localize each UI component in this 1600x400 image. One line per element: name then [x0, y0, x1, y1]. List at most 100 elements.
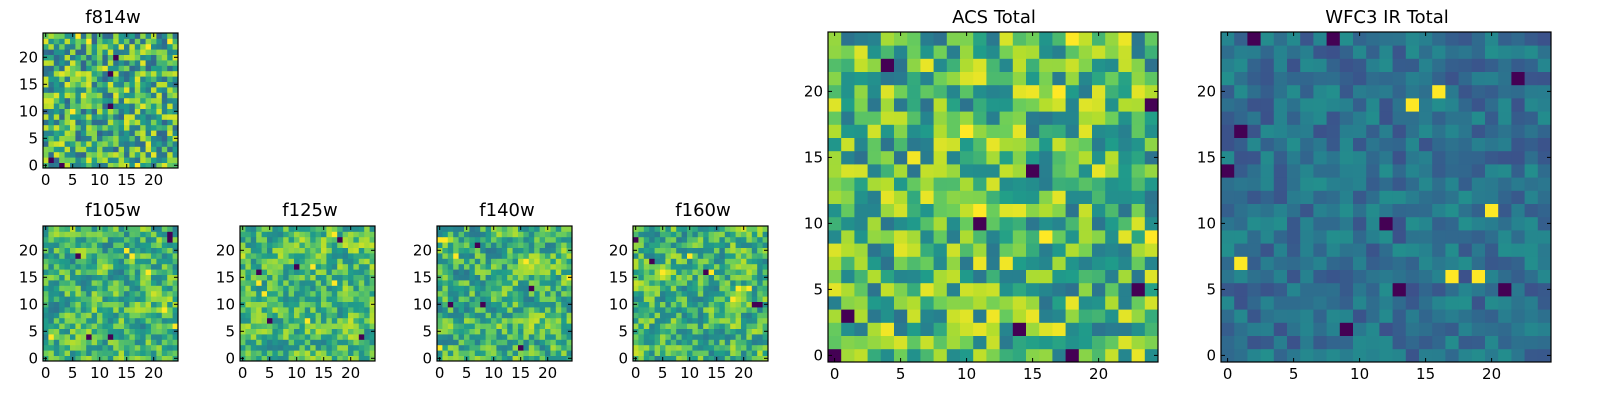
heatmap-cell [665, 334, 672, 340]
heatmap-cell [156, 81, 163, 88]
heatmap-cell [267, 317, 273, 324]
heatmap-cell [118, 108, 125, 115]
heatmap-cell [288, 280, 295, 286]
heatmap-cell [124, 339, 130, 346]
heatmap-cell [1026, 309, 1040, 323]
heatmap-cell [256, 280, 262, 286]
heatmap-cell [48, 76, 55, 82]
heatmap-cell [534, 339, 540, 346]
heatmap-cell [102, 162, 109, 169]
heatmap-cell [534, 296, 540, 302]
heatmap-cell [97, 146, 103, 153]
heatmap-cell [70, 76, 76, 82]
heatmap-cell [91, 81, 98, 88]
heatmap-cell [534, 269, 540, 275]
heatmap-cell [1445, 150, 1459, 165]
heatmap-cell [102, 258, 109, 265]
heatmap-cell [458, 317, 465, 324]
heatmap-cell [59, 296, 65, 302]
heatmap-cell [91, 226, 98, 232]
heatmap-cell [299, 344, 306, 351]
heatmap-cell [512, 247, 519, 254]
heatmap-cell [867, 71, 882, 86]
heatmap-cell [437, 307, 443, 313]
heatmap-cell [64, 285, 71, 292]
heatmap-cell [561, 344, 567, 351]
heatmap-cell [528, 350, 535, 356]
heatmap-cell [140, 97, 146, 104]
heatmap-cell [518, 323, 524, 329]
heatmap-cell [299, 339, 306, 346]
heatmap-cell [907, 230, 921, 244]
heatmap-cell [331, 226, 338, 232]
heatmap-cell [1273, 203, 1288, 218]
heatmap-cell [496, 258, 503, 265]
heatmap-cell [124, 141, 130, 147]
heatmap-cell [161, 162, 168, 169]
heatmap-cell [665, 280, 672, 286]
heatmap-cell [1537, 256, 1552, 270]
heatmap-cell [156, 334, 163, 340]
y-tick-label: 0 [1206, 346, 1216, 364]
heatmap-cell [469, 350, 476, 356]
heatmap-cell [469, 263, 476, 270]
heatmap-cell [80, 231, 87, 238]
heatmap-cell [442, 253, 449, 259]
heatmap-cell [310, 258, 316, 265]
heatmap-cell [1221, 335, 1235, 350]
heatmap-cell [828, 111, 842, 125]
heatmap-cell [894, 137, 908, 152]
heatmap-cell [1498, 282, 1512, 297]
heatmap-cell [80, 350, 87, 356]
heatmap-cell [1092, 269, 1106, 284]
heatmap-cell [907, 111, 921, 125]
heatmap-cell [933, 230, 948, 244]
heatmap-cell [730, 301, 736, 308]
heatmap-cell [277, 339, 284, 346]
heatmap-cell [1012, 32, 1027, 46]
heatmap-cell [113, 119, 119, 126]
heatmap-cell [156, 162, 163, 169]
heatmap-cell [321, 323, 327, 329]
heatmap-cell [288, 312, 295, 319]
heatmap-cell [550, 312, 557, 319]
heatmap-cell [854, 84, 868, 99]
heatmap-cell [310, 334, 316, 340]
heatmap-cell [261, 355, 268, 362]
heatmap-cell [697, 231, 704, 238]
heatmap-cell [1273, 256, 1288, 270]
heatmap-cell [321, 247, 327, 254]
heatmap-cell [986, 84, 1000, 99]
heatmap-cell [1379, 203, 1393, 218]
heatmap-cell [299, 334, 306, 340]
heatmap-cell [1366, 98, 1380, 112]
heatmap-cell [960, 216, 974, 231]
heatmap-cell [1234, 335, 1248, 350]
heatmap-cell [53, 108, 60, 115]
heatmap-cell [331, 312, 338, 319]
heatmap-cell [358, 285, 365, 292]
heatmap-cell [48, 162, 55, 169]
heatmap-cell [757, 344, 763, 351]
heatmap-cell [156, 146, 163, 153]
heatmap-cell [1026, 348, 1040, 363]
heatmap-cell [277, 290, 284, 297]
heatmap-cell [447, 253, 454, 259]
heatmap-cell [708, 285, 715, 292]
y-tick-label: 0 [422, 349, 432, 367]
heatmap-cell [156, 130, 163, 136]
heatmap-cell [1131, 58, 1146, 72]
heatmap-cell [256, 290, 262, 297]
heatmap-cell [145, 334, 152, 340]
heatmap-cell [933, 137, 948, 152]
heatmap-cell [353, 290, 360, 297]
heatmap-cell [250, 274, 257, 281]
heatmap-cell [240, 339, 246, 346]
heatmap-cell [512, 307, 519, 313]
heatmap-cell [134, 103, 141, 109]
heatmap-cell [1313, 322, 1327, 336]
heatmap-cell [719, 296, 726, 302]
heatmap-cell [337, 285, 343, 292]
heatmap-cell [86, 141, 92, 147]
heatmap-cell [129, 247, 136, 254]
